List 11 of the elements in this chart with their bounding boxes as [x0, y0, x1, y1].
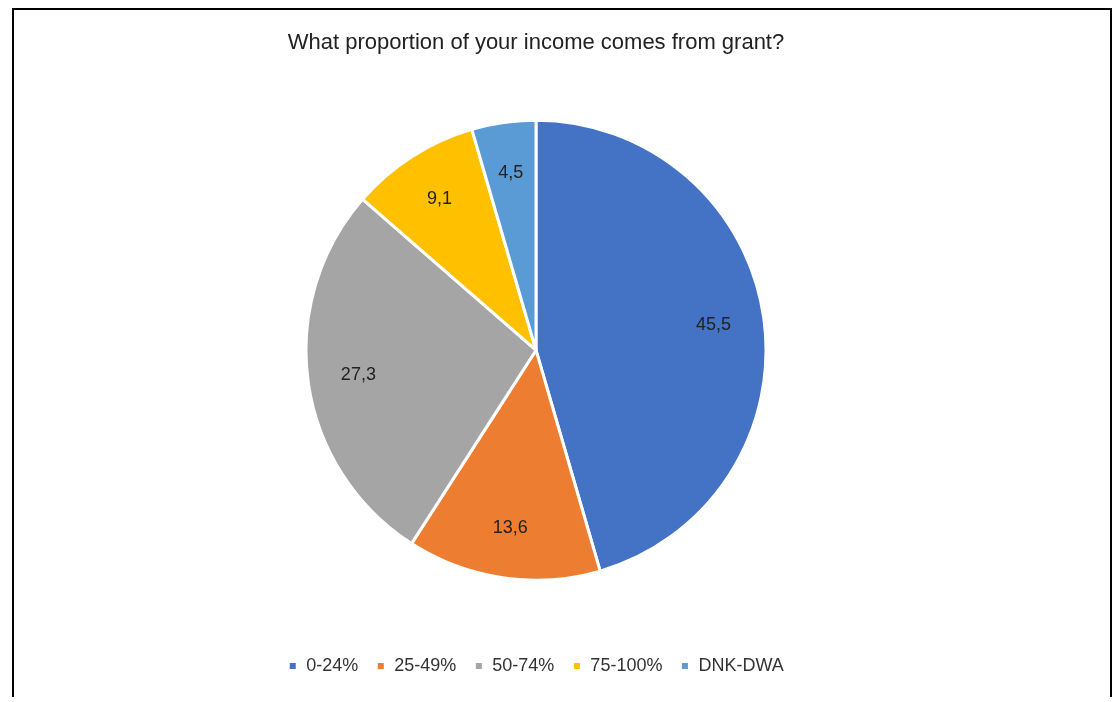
- legend-label: 25-49%: [394, 654, 457, 675]
- data-label: 13,6: [492, 516, 528, 537]
- data-label: 27,3: [340, 364, 376, 385]
- legend-label: 50-74%: [492, 654, 555, 675]
- chart-title: What proportion of your income comes from grant?: [287, 29, 785, 55]
- data-label: 4,5: [498, 161, 524, 182]
- data-label: 9,1: [426, 188, 452, 208]
- legend-label: 75-100%: [590, 654, 663, 675]
- data-label: 45,5: [696, 313, 732, 334]
- legend-label: 0-24%: [306, 654, 359, 675]
- legend-label: DNK-DWA: [698, 654, 784, 675]
